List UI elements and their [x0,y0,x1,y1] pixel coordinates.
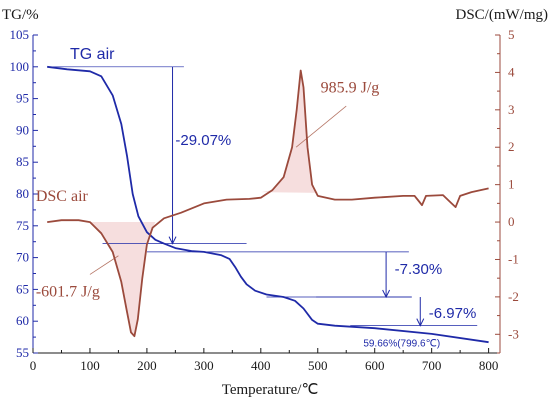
endotherm-area [89,222,156,337]
x-tick-label-300: 300 [194,358,214,373]
step-2-mass-loss-label: -7.30% [395,261,443,278]
step-1-arrow-head [168,236,177,245]
left-tick-label-75: 75 [16,218,29,233]
x-tick-label-500: 500 [308,358,328,373]
right-tick-label-3: 3 [508,102,515,117]
annotation-985-9-j-g: 985.9 J/g [321,79,380,96]
right-axis-title: DSC/(mW/mg) [456,7,549,23]
x-tick-label-100: 100 [80,358,100,373]
leader-line-1 [295,105,347,148]
left-axis-title: TG/% [2,7,39,23]
left-tick-label-80: 80 [16,186,29,201]
step-1-mass-loss-label: -29.07% [175,132,231,149]
right-tick-label-1: 1 [508,177,515,192]
exotherm-area [260,70,318,193]
leader-line-2 [89,255,119,275]
left-tick-label-100: 100 [10,59,30,74]
left-tick-label-65: 65 [16,281,29,296]
left-tick-label-85: 85 [16,154,29,169]
left-tick-label-70: 70 [16,250,29,265]
right-tick-label-4: 4 [508,64,515,79]
step-3-arrow-head [416,318,425,327]
right-tick-label-0: 0 [508,214,515,229]
left-tick-label-105: 105 [10,27,30,42]
step-3-mass-loss-label: -6.97% [429,305,477,322]
right-tick-label-5: 5 [508,27,515,42]
x-tick-label-800: 800 [479,358,499,373]
x-tick-label-600: 600 [365,358,385,373]
x-tick-label-400: 400 [251,358,271,373]
right-tick-label-1: -1 [508,251,519,266]
x-axis-title: Temperature/℃ [222,382,319,398]
annotation-601-7-j-g: -601.7 J/g [36,283,100,300]
annotation-dsc-air: DSC air [36,188,89,205]
left-tick-label-90: 90 [16,122,29,137]
x-tick-label-200: 200 [137,358,157,373]
annotation-59-66-799-6: 59.66%(799.6℃) [363,339,440,350]
dsc-air-curve [47,69,489,338]
x-tick-label-700: 700 [422,358,442,373]
right-tick-label-2: -2 [508,289,519,304]
x-tick-label-0: 0 [30,358,37,373]
left-tick-label-55: 55 [16,345,29,360]
left-tick-label-60: 60 [16,313,29,328]
right-tick-label-3: -3 [508,326,519,341]
tg-air-curve [47,65,489,344]
left-tick-label-95: 95 [16,91,29,106]
annotation-tg-air: TG air [70,46,115,63]
right-tick-label-2: 2 [508,139,515,154]
